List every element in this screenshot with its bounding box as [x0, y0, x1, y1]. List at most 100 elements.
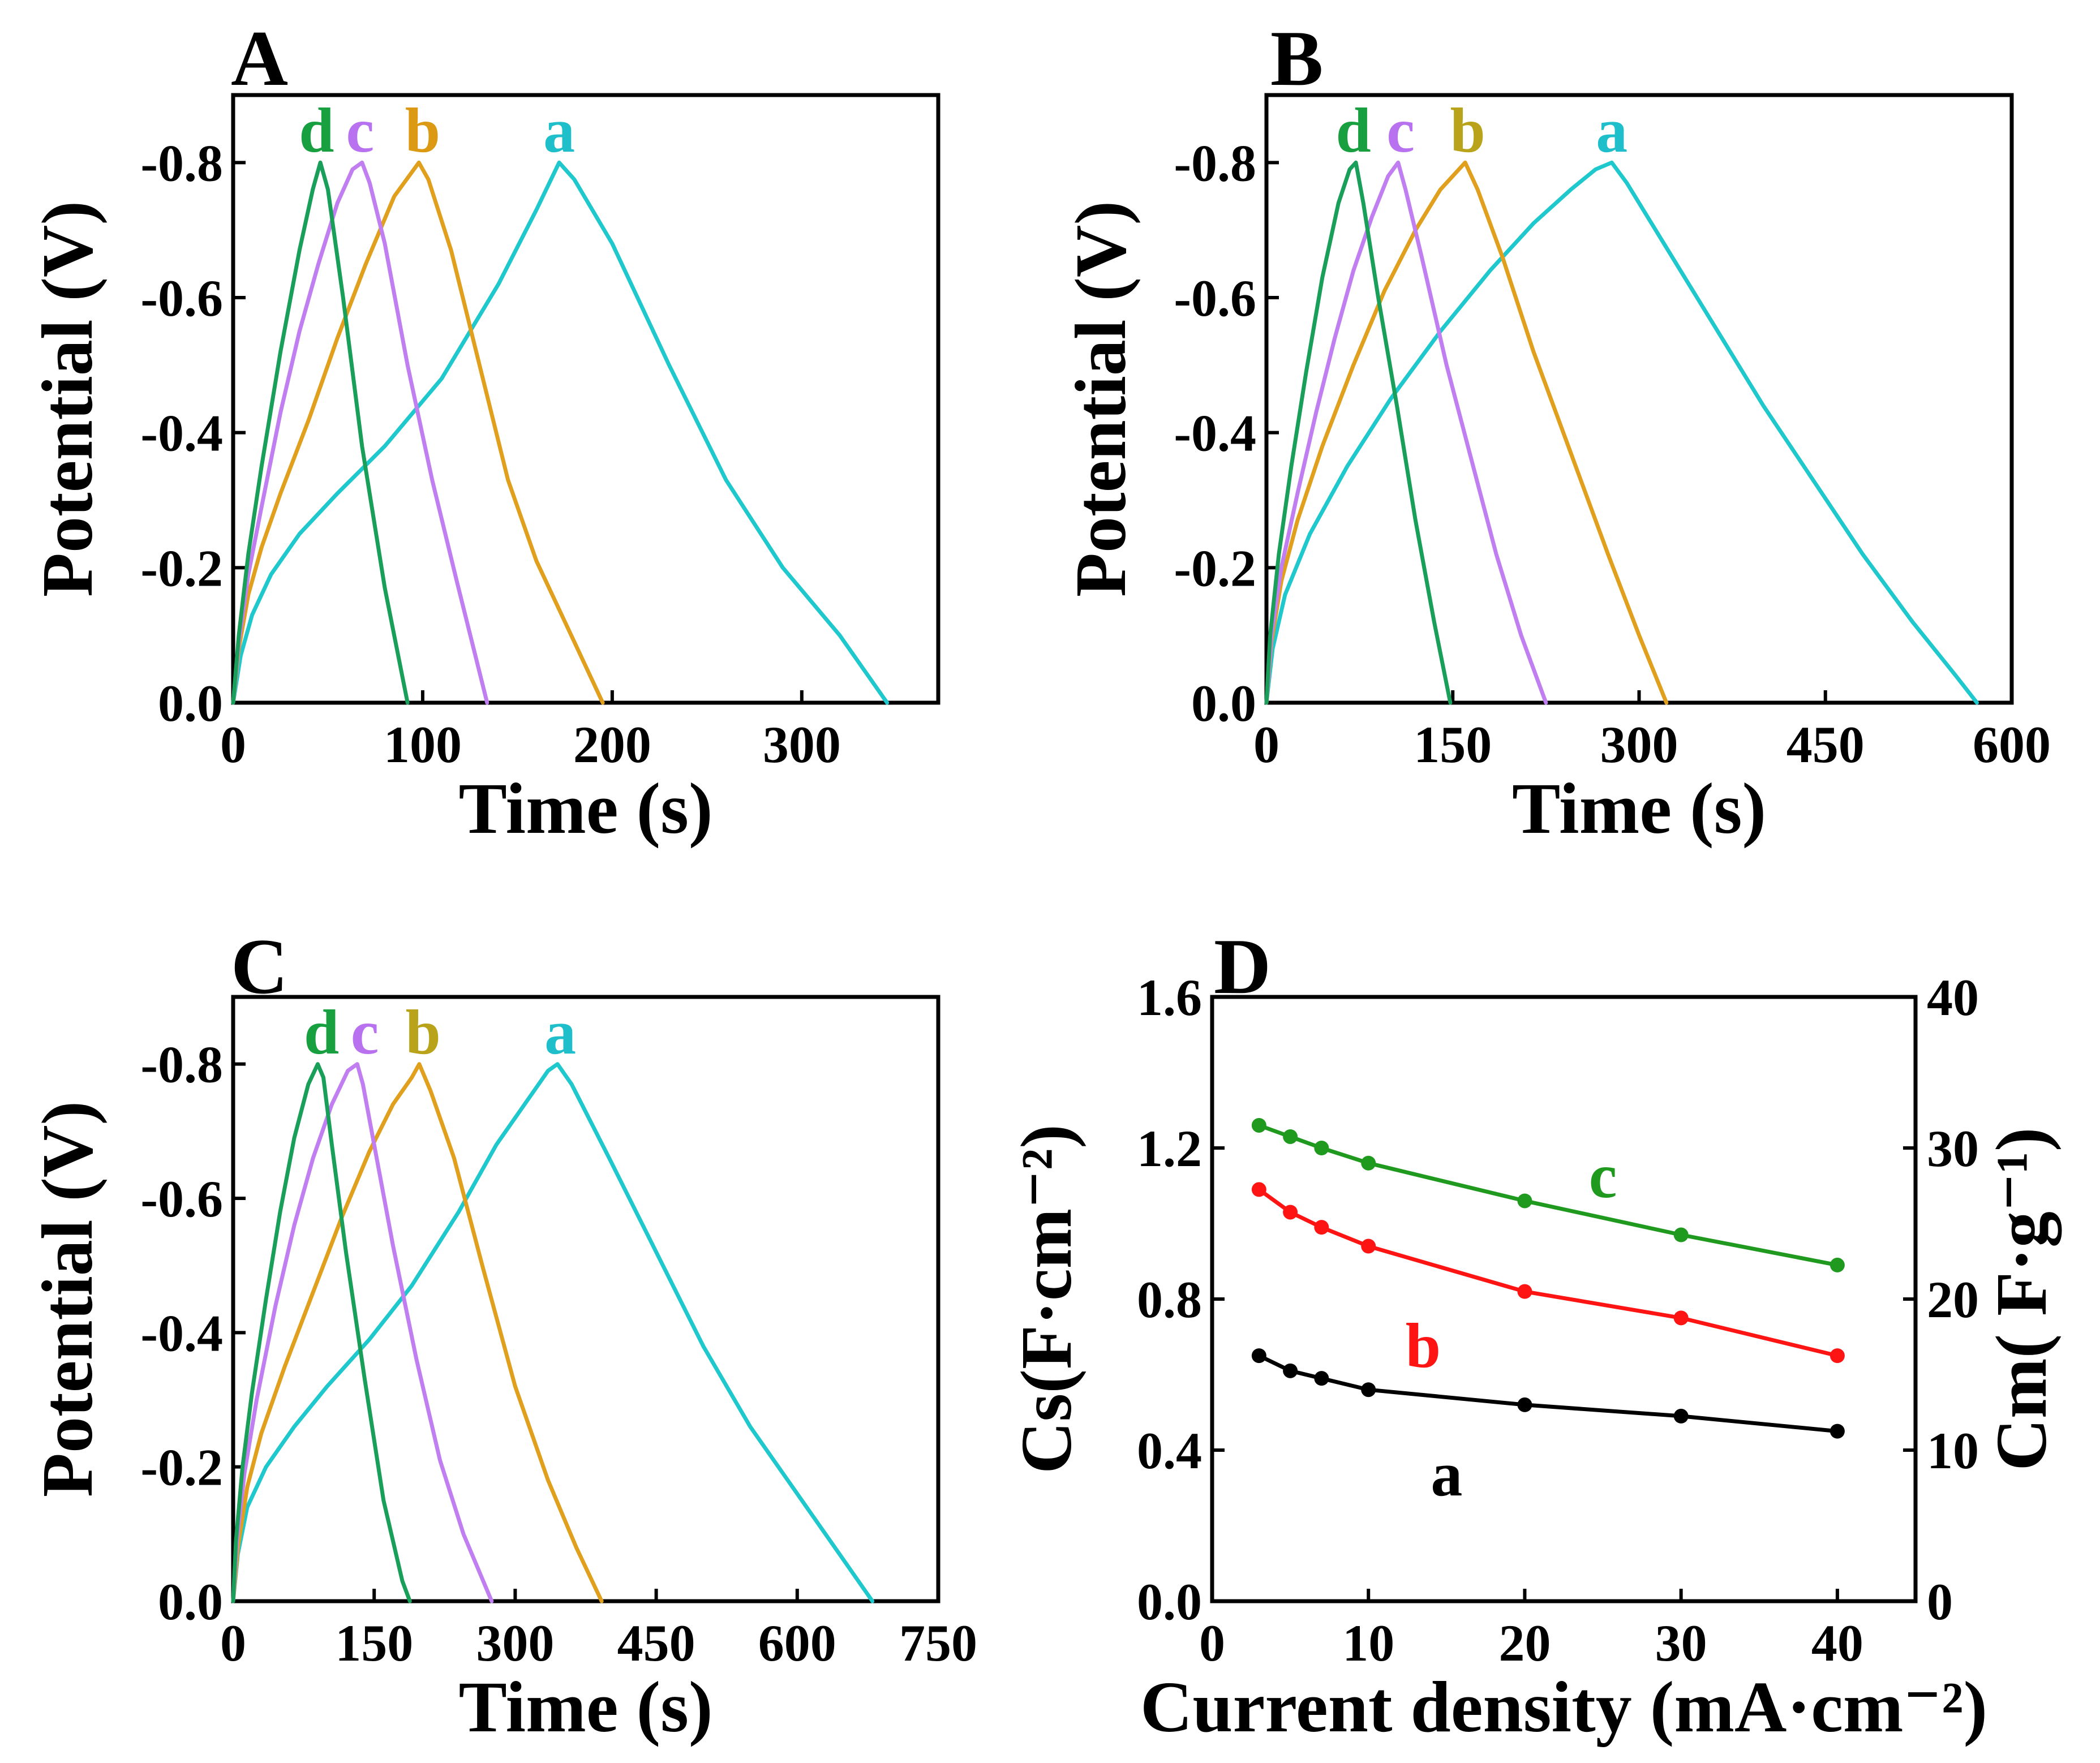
y-axis-label: Potential (V) — [1060, 201, 1141, 597]
x-tick-label: 30 — [1655, 1614, 1707, 1672]
data-point-a — [1830, 1424, 1845, 1439]
series-line-a — [1257, 1353, 1840, 1434]
series-line-d — [1264, 160, 1453, 705]
x-tick-label: 300 — [1600, 716, 1678, 773]
series-label-a: a — [1596, 96, 1627, 166]
data-point-b — [1830, 1348, 1845, 1364]
series-line-b — [1264, 160, 1669, 705]
data-point-b — [1251, 1182, 1266, 1197]
data-point-a — [1251, 1348, 1266, 1364]
data-point-c — [1283, 1129, 1298, 1144]
panel-letter-b: B — [1270, 15, 1323, 102]
y-tick-label: 0.0 — [1137, 1573, 1202, 1631]
x-tick-label: 0 — [220, 716, 246, 773]
data-point-a — [1283, 1363, 1298, 1378]
series-line-c — [1257, 1123, 1840, 1267]
data-point-b — [1283, 1205, 1298, 1220]
series-line-a — [231, 1062, 875, 1603]
x-axis-label: Current density (mA·cm⁻²) — [1140, 1667, 1987, 1747]
series-line-c — [231, 160, 489, 705]
series-label-b: b — [1406, 1311, 1441, 1381]
series-label-d: d — [304, 997, 339, 1068]
data-point-b — [1314, 1220, 1329, 1235]
x-tick-label: 10 — [1342, 1614, 1394, 1672]
data-point-b — [1361, 1239, 1376, 1254]
panel-a: A 0 100 200 300 0.0 -0.2 -0.4 -0.6 -0.8 Time (s) Po… — [27, 15, 941, 849]
x-tick-label: 0 — [1199, 1614, 1225, 1672]
data-point-a — [1673, 1408, 1689, 1424]
data-point-c — [1251, 1117, 1266, 1133]
series-line-c — [1264, 160, 1548, 705]
series-label-b: b — [405, 997, 440, 1068]
plot-frame — [231, 93, 941, 705]
series-line-b — [231, 1062, 604, 1603]
y-right-axis-label: Cm( F·g⁻¹) — [1981, 1127, 2062, 1470]
data-point-c — [1830, 1257, 1845, 1272]
y-right-tick-label: 40 — [1927, 969, 1979, 1026]
series-line-b — [231, 160, 605, 705]
x-tick-label: 0 — [220, 1614, 246, 1672]
y-axis-label: Cs(F·cm⁻²) — [1006, 1124, 1086, 1474]
series-label-a: a — [544, 997, 576, 1068]
series-line-a — [231, 160, 890, 705]
x-tick-label: 300 — [476, 1614, 554, 1672]
panel-b: B 0 150 300 450 600 0.0 -0.2 -0.4 -0.6 -0.8 Time (s… — [1060, 15, 2051, 849]
y-tick-label: -0.8 — [140, 1036, 223, 1094]
series-label-b: b — [1450, 96, 1485, 166]
series-label-b: b — [405, 96, 440, 166]
y-tick-label: 1.2 — [1137, 1120, 1202, 1177]
y-tick-label: 0.8 — [1137, 1271, 1202, 1328]
data-point-c — [1517, 1193, 1532, 1209]
series-line-d — [231, 160, 410, 705]
x-tick-label: 0 — [1253, 716, 1279, 773]
series-line-c — [231, 1062, 494, 1603]
series-line-a — [1264, 160, 1979, 705]
x-tick-label: 450 — [617, 1614, 695, 1672]
x-axis-label: Time (s) — [458, 1667, 712, 1747]
x-tick-label: 600 — [1973, 716, 2051, 773]
y-tick-label: -0.4 — [140, 1304, 223, 1362]
x-tick-label: 600 — [758, 1614, 836, 1672]
series-label-a: a — [543, 96, 575, 166]
x-tick-label: 100 — [384, 716, 462, 773]
y-tick-label: -0.6 — [140, 1170, 223, 1228]
x-tick-label: 200 — [573, 716, 651, 773]
y-tick-label: -0.2 — [140, 1439, 223, 1497]
y-right-tick-label: 20 — [1927, 1271, 1979, 1328]
series-label-c: c — [1589, 1141, 1617, 1211]
y-tick-label: 0.0 — [1191, 674, 1256, 732]
series-label-c: c — [351, 997, 379, 1068]
y-axis-label: Potential (V) — [27, 201, 108, 597]
x-axis-label: Time (s) — [458, 768, 712, 849]
plot-frame — [1264, 93, 2014, 705]
x-tick-label: 150 — [335, 1614, 413, 1672]
series-label-c: c — [1386, 96, 1415, 166]
x-tick-label: 20 — [1498, 1614, 1551, 1672]
data-point-a — [1517, 1397, 1532, 1412]
data-point-a — [1361, 1382, 1376, 1398]
x-tick-label: 150 — [1414, 716, 1492, 773]
x-tick-label: 750 — [899, 1614, 977, 1672]
data-point-c — [1361, 1155, 1376, 1171]
y-tick-label: -0.2 — [1174, 539, 1256, 597]
y-tick-label: -0.4 — [140, 405, 223, 462]
y-tick-label: -0.2 — [140, 539, 223, 597]
series-label-a: a — [1431, 1439, 1462, 1510]
y-tick-label: -0.4 — [1174, 405, 1256, 462]
y-tick-label: 0.4 — [1137, 1422, 1202, 1480]
x-tick-label: 300 — [763, 716, 841, 773]
x-axis-label: Time (s) — [1512, 768, 1766, 849]
y-tick-label: 0.0 — [158, 674, 223, 732]
y-tick-label: -0.8 — [140, 134, 223, 192]
series-label-c: c — [346, 96, 375, 166]
y-right-tick-label: 30 — [1927, 1120, 1979, 1177]
x-tick-label: 40 — [1811, 1614, 1863, 1672]
data-point-b — [1673, 1310, 1689, 1326]
data-point-a — [1314, 1371, 1329, 1386]
series-label-d: d — [1336, 96, 1371, 166]
data-point-c — [1673, 1227, 1689, 1242]
y-tick-label: 0.0 — [158, 1573, 223, 1631]
y-tick-label: -0.6 — [140, 269, 223, 327]
x-tick-label: 450 — [1786, 716, 1865, 773]
